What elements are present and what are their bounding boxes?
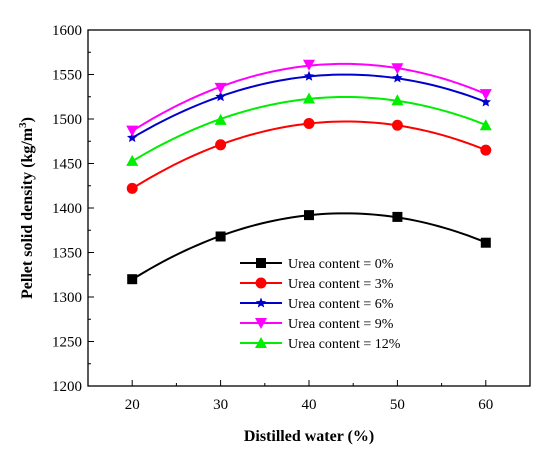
series-line: [131, 95, 487, 163]
marker-star: [215, 91, 226, 102]
marker-circle: [391, 119, 403, 131]
y-tick-label: 1500: [52, 112, 82, 128]
legend-label: Urea content = 9%: [288, 317, 394, 332]
series-layer: [126, 59, 492, 285]
marker-triangle-down: [126, 125, 139, 137]
legend-item: Urea content = 9%: [240, 317, 394, 332]
y-axis-title-main: Pellet solid density (kg/m: [19, 127, 36, 299]
marker-star: [480, 96, 492, 107]
marker-circle: [215, 139, 227, 151]
marker-triangle-down: [391, 63, 404, 75]
y-tick-label: 1350: [52, 246, 82, 262]
marker-triangle-up: [255, 337, 267, 348]
y-tick-label: 1550: [52, 68, 82, 84]
marker-square: [480, 237, 491, 248]
marker-circle: [255, 277, 267, 289]
series-1: [126, 117, 492, 194]
legend-item: Urea content = 0%: [240, 257, 394, 272]
y-axis-title: Pellet solid density (kg/m3): [17, 117, 36, 299]
x-tick-label: 50: [390, 397, 405, 413]
legend-label: Urea content = 6%: [288, 297, 394, 312]
y-axis: 1200 1250 1300 1350 1400 1450 1500 1550 1600: [52, 23, 94, 395]
marker-triangle-up: [391, 94, 404, 106]
legend-item: Urea content = 12%: [240, 337, 401, 352]
y-tick-label: 1250: [52, 335, 82, 351]
plot-border: [87, 29, 531, 387]
x-tick-label: 30: [213, 397, 228, 413]
y-tick-label: 1400: [52, 201, 82, 217]
x-tick-label: 20: [125, 397, 140, 413]
legend-item: Urea content = 6%: [240, 297, 394, 312]
marker-triangle-down: [255, 318, 267, 329]
x-tick-label: 40: [302, 397, 317, 413]
marker-square: [127, 274, 138, 285]
marker-triangle-down: [303, 59, 315, 71]
legend-label: Urea content = 3%: [288, 277, 394, 292]
marker-triangle-up: [479, 119, 492, 131]
plot-frame: [87, 29, 531, 387]
y-tick-label: 1200: [52, 379, 82, 395]
legend-label: Urea content = 12%: [288, 337, 401, 352]
y-tick-label: 1600: [52, 23, 82, 39]
marker-triangle-up: [214, 113, 227, 125]
marker-star: [255, 297, 267, 308]
marker-star: [303, 70, 315, 81]
series-4: [126, 92, 492, 166]
marker-triangle-up: [126, 154, 139, 166]
marker-star: [126, 132, 138, 143]
y-axis-title-superscript: 3: [17, 122, 29, 128]
series-0: [127, 210, 491, 285]
marker-circle: [303, 117, 315, 129]
marker-square: [392, 211, 403, 222]
x-axis-title: Distilled water (%): [244, 428, 374, 445]
series-3: [126, 59, 492, 137]
marker-triangle-down: [214, 82, 227, 94]
x-tick-label: 60: [478, 397, 493, 413]
marker-square: [215, 231, 226, 242]
series-line: [131, 120, 487, 190]
marker-square: [256, 258, 266, 268]
marker-circle: [126, 182, 138, 194]
y-tick-label: 1300: [52, 290, 82, 306]
legend: Urea content = 0% Urea content = 3% Urea c…: [240, 257, 401, 352]
legend-item: Urea content = 3%: [240, 277, 394, 292]
series-2: [126, 70, 492, 143]
marker-square: [304, 210, 314, 221]
marker-circle: [480, 144, 492, 156]
marker-star: [392, 72, 403, 83]
y-axis-title-close: ): [19, 117, 36, 122]
marker-triangle-up: [303, 92, 315, 104]
y-tick-label: 1450: [52, 157, 82, 173]
x-axis: 20 30 40 50 60: [87, 380, 531, 413]
marker-triangle-down: [479, 89, 492, 101]
legend-label: Urea content = 0%: [288, 257, 394, 272]
